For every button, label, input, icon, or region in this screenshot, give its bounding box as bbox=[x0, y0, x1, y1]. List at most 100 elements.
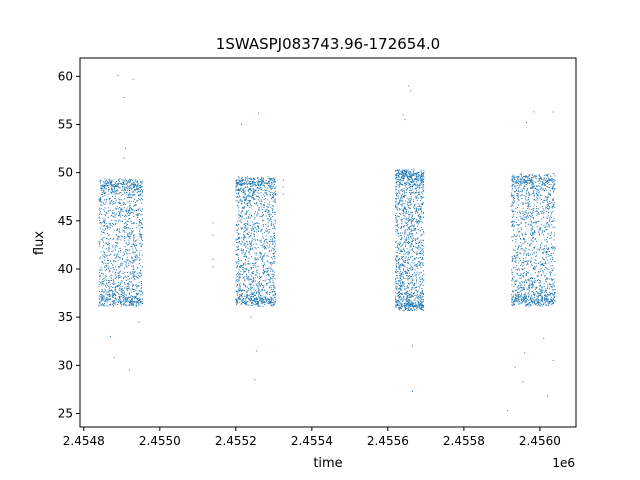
data-point bbox=[412, 230, 414, 232]
data-point bbox=[139, 185, 141, 187]
data-point bbox=[515, 256, 517, 258]
data-point bbox=[541, 179, 543, 181]
data-point bbox=[136, 287, 138, 289]
data-point bbox=[122, 203, 124, 205]
data-point bbox=[412, 287, 414, 289]
data-point bbox=[139, 304, 141, 306]
data-point bbox=[117, 272, 119, 274]
data-point bbox=[402, 264, 404, 266]
data-point bbox=[545, 250, 547, 252]
data-point bbox=[554, 226, 556, 228]
data-point bbox=[546, 299, 548, 301]
data-point bbox=[415, 197, 417, 199]
data-point bbox=[241, 296, 243, 298]
data-point bbox=[258, 276, 260, 278]
data-point bbox=[112, 290, 114, 292]
data-point bbox=[266, 298, 268, 300]
data-point bbox=[551, 256, 553, 258]
data-point bbox=[237, 248, 239, 250]
data-point bbox=[546, 200, 548, 202]
data-point bbox=[140, 221, 142, 223]
data-point bbox=[523, 298, 525, 300]
data-point bbox=[517, 181, 519, 183]
data-point bbox=[404, 306, 406, 308]
data-point bbox=[547, 293, 549, 295]
data-point bbox=[511, 176, 513, 178]
data-point bbox=[531, 212, 533, 214]
data-point bbox=[109, 254, 111, 256]
data-point bbox=[122, 214, 124, 216]
data-point bbox=[270, 300, 272, 302]
data-point bbox=[520, 179, 522, 181]
data-point bbox=[270, 284, 272, 286]
data-point bbox=[104, 254, 106, 256]
data-point bbox=[518, 196, 520, 198]
data-point bbox=[113, 259, 115, 261]
data-point bbox=[118, 231, 120, 233]
data-point bbox=[267, 230, 269, 232]
data-point bbox=[406, 293, 408, 295]
data-point bbox=[122, 182, 124, 184]
data-point bbox=[238, 296, 240, 298]
data-point bbox=[419, 180, 421, 182]
data-point bbox=[406, 237, 408, 239]
data-point bbox=[395, 214, 397, 216]
data-point bbox=[418, 303, 420, 305]
data-point bbox=[268, 211, 270, 213]
data-point bbox=[401, 257, 403, 259]
data-point bbox=[417, 257, 419, 259]
data-point bbox=[404, 231, 406, 233]
data-point bbox=[530, 187, 532, 189]
data-point bbox=[399, 275, 401, 277]
data-point bbox=[125, 304, 127, 306]
data-point bbox=[272, 301, 274, 303]
data-point bbox=[270, 250, 272, 252]
data-point bbox=[423, 270, 425, 272]
data-point bbox=[536, 195, 538, 197]
data-point bbox=[409, 187, 411, 189]
data-point bbox=[405, 239, 407, 241]
data-point bbox=[533, 268, 535, 270]
data-point bbox=[274, 246, 276, 248]
data-point bbox=[514, 281, 516, 283]
data-point bbox=[405, 219, 407, 221]
data-point bbox=[115, 261, 117, 263]
data-point bbox=[420, 292, 422, 294]
data-point bbox=[253, 303, 255, 305]
data-point bbox=[397, 215, 399, 217]
data-point bbox=[407, 253, 409, 255]
data-point bbox=[141, 189, 143, 191]
data-point bbox=[414, 238, 416, 240]
data-point bbox=[240, 264, 242, 266]
data-point bbox=[133, 296, 135, 298]
data-point bbox=[538, 220, 540, 222]
data-point bbox=[260, 253, 262, 255]
data-point bbox=[406, 240, 408, 242]
data-point bbox=[271, 181, 273, 183]
data-point bbox=[397, 232, 399, 234]
data-point bbox=[511, 192, 513, 194]
data-point bbox=[402, 276, 404, 278]
data-point bbox=[236, 181, 238, 183]
data-point bbox=[261, 302, 263, 304]
data-point bbox=[99, 179, 101, 181]
data-point bbox=[268, 181, 270, 183]
data-point bbox=[513, 214, 515, 216]
data-point bbox=[534, 287, 536, 289]
data-point bbox=[103, 192, 105, 194]
data-point bbox=[128, 236, 130, 238]
data-point bbox=[245, 291, 247, 293]
data-point bbox=[399, 241, 401, 243]
data-point bbox=[400, 198, 402, 200]
data-point bbox=[543, 265, 545, 267]
data-point bbox=[102, 300, 104, 302]
data-point bbox=[235, 274, 237, 276]
data-point bbox=[398, 176, 400, 178]
data-point bbox=[251, 305, 253, 307]
data-point bbox=[238, 177, 240, 179]
data-point bbox=[119, 277, 121, 279]
data-point bbox=[242, 196, 244, 198]
data-point bbox=[258, 209, 260, 211]
data-point bbox=[400, 249, 402, 251]
data-point bbox=[267, 270, 269, 272]
